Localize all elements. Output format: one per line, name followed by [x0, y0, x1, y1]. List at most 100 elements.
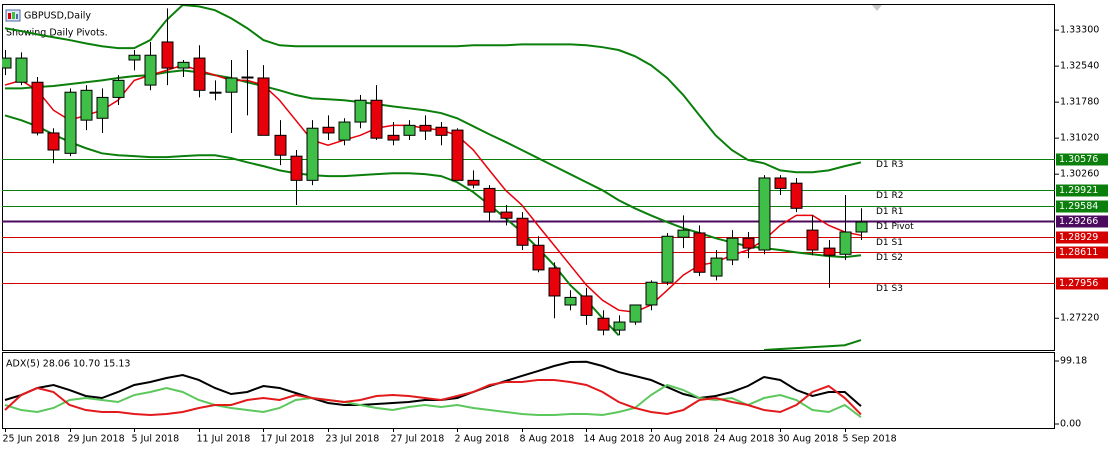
- x-tick-label: 14 Aug 2018: [584, 434, 645, 445]
- indicator-title: ADX(5) 28.06 10.70 15.13: [6, 359, 130, 370]
- x-tick-label: 27 Jul 2018: [391, 434, 445, 445]
- x-tick-label: 20 Aug 2018: [649, 434, 710, 445]
- x-tick-label: 23 Jul 2018: [326, 434, 380, 445]
- pivot-name: D1 S2: [876, 253, 903, 263]
- price-badge: [1056, 215, 1108, 228]
- candle-body: [710, 257, 723, 277]
- pivot-name: D1 S3: [876, 284, 903, 294]
- candle-body: [645, 281, 658, 306]
- candle-body: [435, 126, 448, 136]
- x-tick-label: 25 Jun 2018: [3, 434, 60, 445]
- pivot-name: D1 R2: [876, 191, 904, 201]
- candle-body: [290, 155, 303, 181]
- y-tick-label: 1.27220: [1060, 313, 1099, 324]
- x-tick-label: 8 Aug 2018: [520, 434, 575, 445]
- candle-body: [241, 76, 254, 79]
- symbol-icon: [5, 9, 21, 22]
- candle-body: [597, 317, 610, 331]
- candle-body: [15, 57, 28, 83]
- pivot-name: D1 R3: [876, 160, 904, 170]
- price-badge: [1056, 246, 1108, 259]
- y-tick-label: 0.00: [1060, 419, 1081, 430]
- price-badge: [1056, 153, 1108, 166]
- candle-body: [693, 232, 706, 273]
- candle-body: [742, 237, 755, 249]
- candle-body: [31, 81, 44, 134]
- price-badge: [1056, 231, 1108, 244]
- candle-body: [564, 296, 577, 306]
- candle-body: [257, 77, 270, 136]
- x-tick-label: 17 Jul 2018: [261, 434, 315, 445]
- y-tick-label: 99.18: [1060, 356, 1087, 367]
- candle-body: [306, 127, 319, 181]
- x-tick-label: 11 Jul 2018: [197, 434, 251, 445]
- x-tick-label: 2 Aug 2018: [455, 434, 510, 445]
- candle-body: [322, 126, 335, 134]
- candle-body: [483, 187, 496, 213]
- price-badge: [1056, 200, 1108, 213]
- candle-body: [855, 221, 868, 233]
- chart-subtitle: Showing Daily Pivots.: [6, 28, 108, 39]
- x-tick-label: 29 Jun 2018: [68, 434, 125, 445]
- indicator-line: [4, 5, 862, 174]
- candle-body: [144, 54, 157, 86]
- candle-body: [225, 77, 238, 93]
- candle-body: [128, 54, 141, 61]
- candle-body: [516, 217, 529, 246]
- chart-title: GBPUSD,Daily: [24, 11, 91, 22]
- candle-body: [467, 179, 480, 186]
- price-badge: [1056, 184, 1108, 197]
- candle-body: [629, 304, 642, 323]
- price-badge-label: 1.28929: [1059, 232, 1098, 243]
- indicator-line: [4, 378, 862, 416]
- candle-body: [548, 267, 561, 297]
- candle-body: [661, 235, 674, 283]
- shift-marker: [872, 5, 882, 11]
- y-tick-label: 1.31020: [1060, 133, 1099, 144]
- y-tick-label: 1.31780: [1060, 97, 1099, 108]
- y-tick-label: 1.30260: [1060, 169, 1099, 180]
- price-plot: [2, 5, 1055, 350]
- candle-body: [403, 124, 416, 136]
- candle-body: [209, 91, 222, 94]
- candle-body: [80, 89, 93, 121]
- candle-body: [419, 124, 432, 132]
- candle-body: [774, 177, 787, 189]
- candle-body: [839, 231, 852, 255]
- price-badge-label: 1.27956: [1059, 278, 1098, 289]
- candle-body: [193, 57, 206, 91]
- price-badge-label: 1.29921: [1059, 185, 1098, 196]
- pivot-name: D1 S1: [876, 238, 903, 248]
- x-tick-label: 5 Sep 2018: [843, 434, 897, 445]
- y-tick-label: 1.32540: [1060, 61, 1099, 72]
- pivot-name: D1 R1: [876, 207, 904, 217]
- candle-body: [161, 41, 174, 69]
- candle-body: [758, 177, 771, 251]
- price-badge-label: 1.29266: [1059, 216, 1098, 227]
- candle-body: [387, 134, 400, 141]
- candle-body: [790, 182, 803, 209]
- candle-body: [370, 99, 383, 139]
- price-badge-label: 1.28611: [1059, 247, 1098, 258]
- candle-body: [354, 99, 367, 123]
- candle-body: [338, 121, 351, 141]
- candle-body: [47, 132, 60, 151]
- candle-body: [500, 211, 513, 219]
- candle-body: [177, 61, 190, 69]
- price-badge: [1056, 277, 1108, 290]
- candle-body: [274, 134, 287, 156]
- candle-body: [2, 57, 12, 69]
- candle-body: [726, 237, 739, 261]
- pivot-name: D1 Pivot: [876, 222, 914, 232]
- candle-body: [677, 229, 690, 238]
- candle-body: [96, 96, 109, 119]
- x-tick-label: 5 Jul 2018: [132, 434, 180, 445]
- x-tick-label: 24 Aug 2018: [714, 434, 775, 445]
- indicator-plot: [4, 360, 862, 418]
- candle-body: [451, 129, 464, 181]
- price-badge-label: 1.30576: [1059, 154, 1098, 165]
- candle-body: [823, 247, 836, 256]
- price-badge-label: 1.29584: [1059, 201, 1098, 212]
